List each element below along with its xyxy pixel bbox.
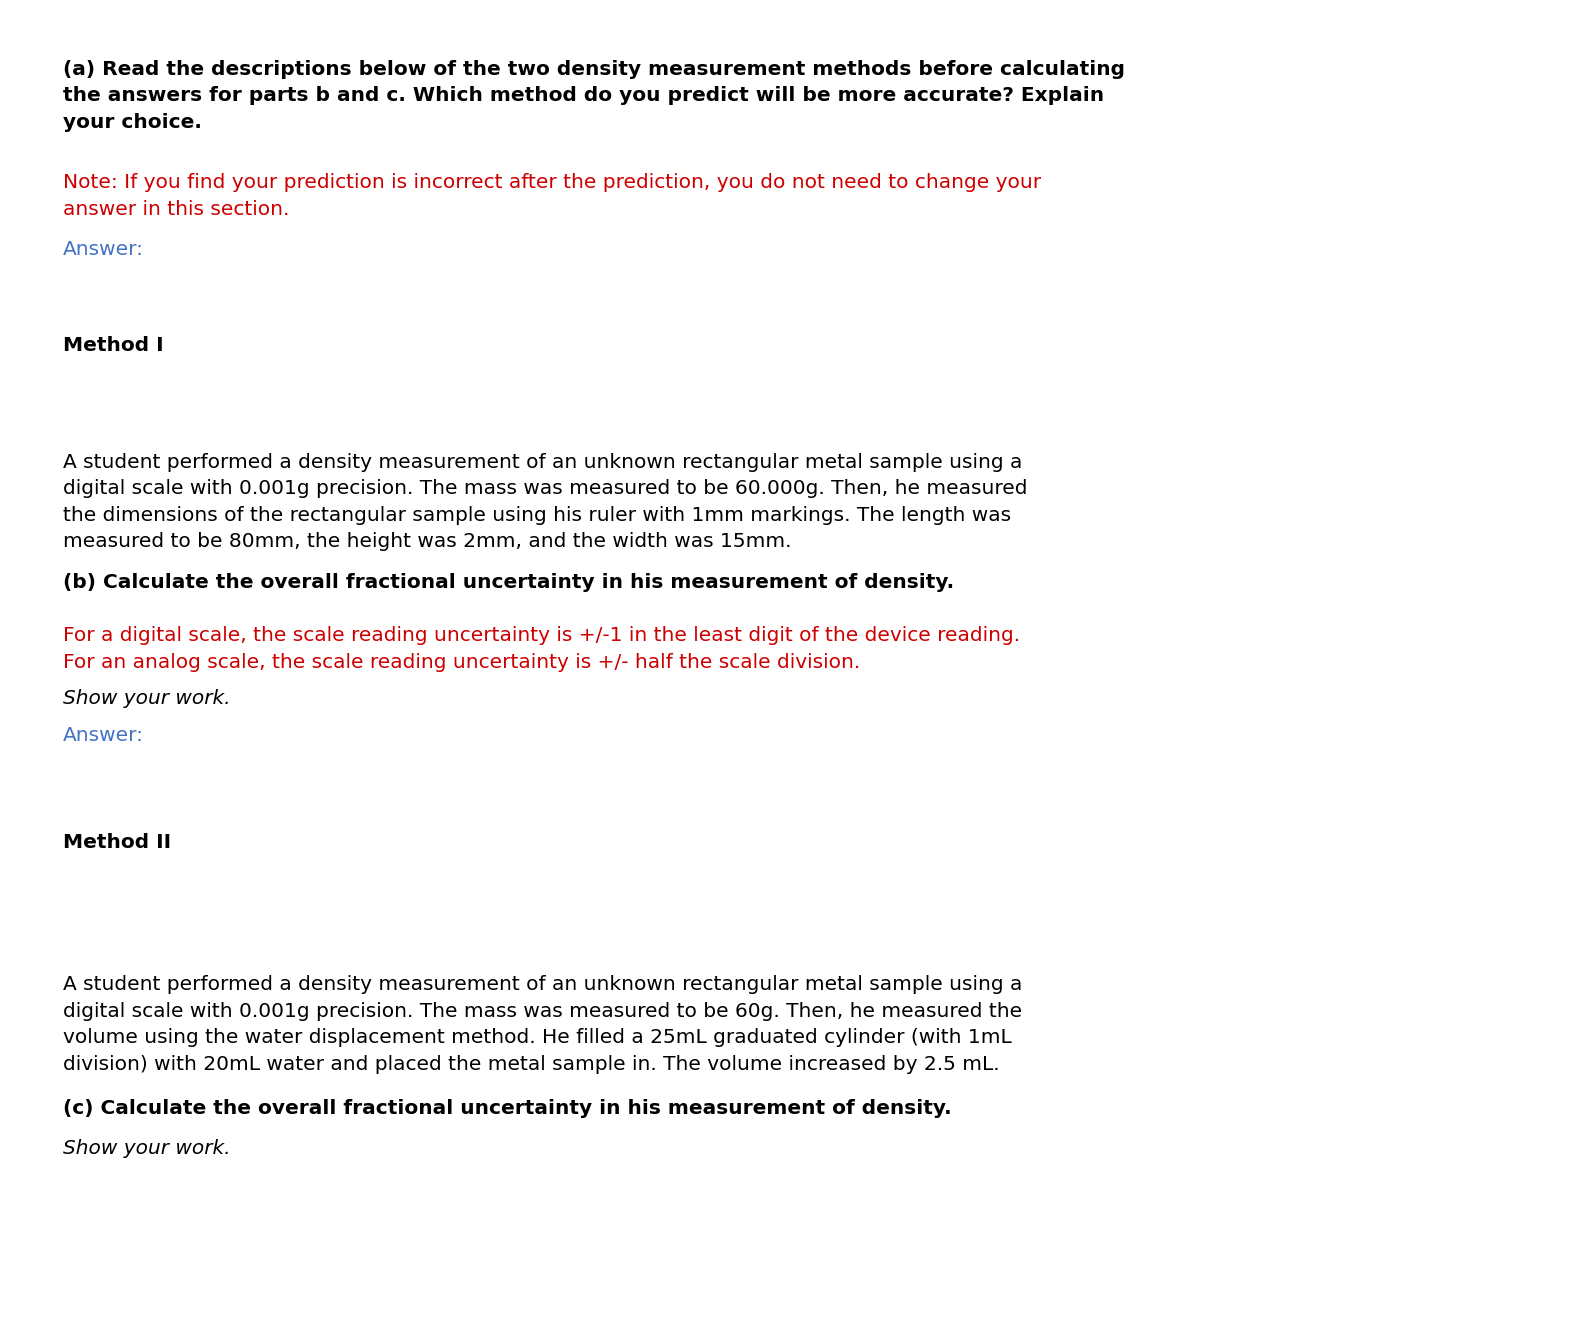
- Text: Answer:: Answer:: [63, 240, 144, 258]
- Text: Note: If you find your prediction is incorrect after the prediction, you do not : Note: If you find your prediction is inc…: [63, 173, 1042, 218]
- Text: Method II: Method II: [63, 832, 171, 851]
- Text: (b) Calculate the overall fractional uncertainty in his measurement of density.: (b) Calculate the overall fractional unc…: [63, 573, 955, 591]
- Text: (c) Calculate the overall fractional uncertainty in his measurement of density.: (c) Calculate the overall fractional unc…: [63, 1099, 952, 1118]
- Text: A student performed a density measurement of an unknown rectangular metal sample: A student performed a density measuremen…: [63, 453, 1028, 551]
- Text: For a digital scale, the scale reading uncertainty is +/-1 in the least digit of: For a digital scale, the scale reading u…: [63, 626, 1020, 671]
- Text: A student performed a density measurement of an unknown rectangular metal sample: A student performed a density measuremen…: [63, 975, 1023, 1074]
- Text: Show your work.: Show your work.: [63, 1139, 231, 1158]
- Text: Answer:: Answer:: [63, 726, 144, 745]
- Text: Show your work.: Show your work.: [63, 689, 231, 707]
- Text: Method I: Method I: [63, 336, 164, 354]
- Text: (a) Read the descriptions below of the two density measurement methods before ca: (a) Read the descriptions below of the t…: [63, 60, 1126, 132]
